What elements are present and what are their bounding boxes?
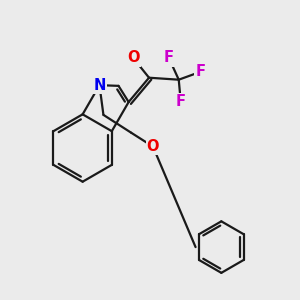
Text: N: N <box>93 78 106 93</box>
Text: O: O <box>127 50 140 65</box>
Text: F: F <box>196 64 206 79</box>
Text: F: F <box>164 50 174 65</box>
Text: O: O <box>147 139 159 154</box>
Text: F: F <box>176 94 186 109</box>
